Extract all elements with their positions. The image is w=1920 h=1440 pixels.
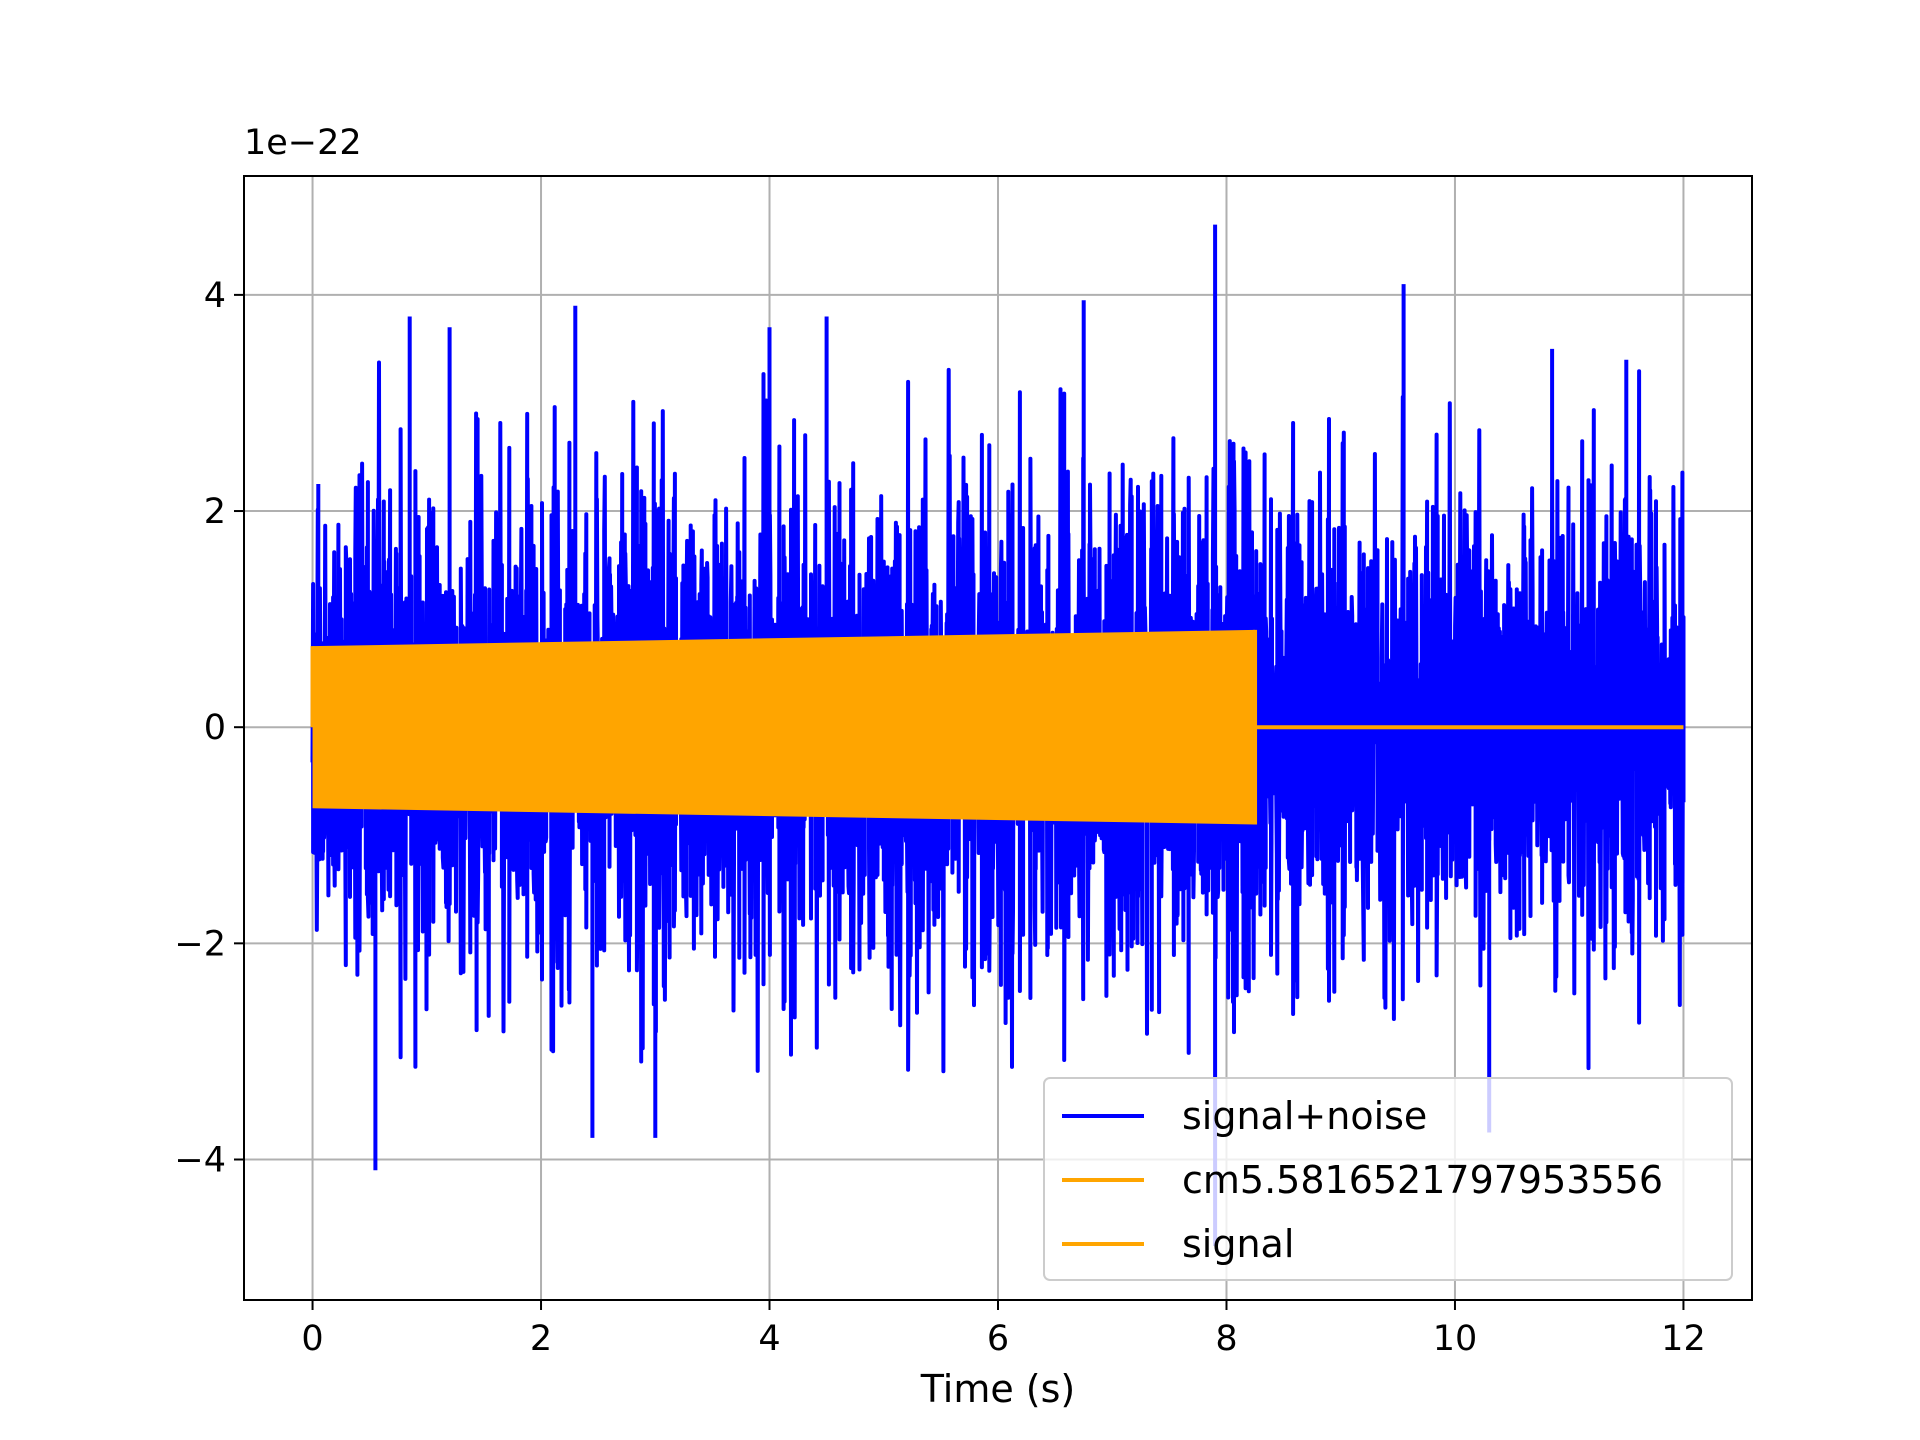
x-tick-label-2: 4 xyxy=(758,1319,780,1359)
series-signal-noise-line xyxy=(310,224,1686,1246)
x-axis-label: Time (s) xyxy=(920,1367,1076,1411)
x-tick-label-1: 2 xyxy=(530,1319,552,1359)
y-tick-label-3: 2 xyxy=(204,492,226,532)
x-tick-label-4: 8 xyxy=(1215,1319,1237,1359)
y-tick-label-0: −4 xyxy=(174,1141,226,1181)
x-tick-label-5: 10 xyxy=(1433,1319,1478,1359)
legend-label-0: signal+noise xyxy=(1182,1094,1427,1138)
legend-label-1: cm5.5816521797953556 xyxy=(1182,1158,1663,1202)
y-offset-label: 1e−22 xyxy=(244,123,362,163)
series-cm-band xyxy=(312,629,1256,825)
series-layer xyxy=(310,224,1686,1246)
x-tick-label-6: 12 xyxy=(1661,1319,1706,1359)
x-tick-label-3: 6 xyxy=(987,1319,1009,1359)
ticks: 0 2 4 6 8 10 12 −4 −2 0 2 4 xyxy=(174,276,1705,1359)
y-tick-label-1: −2 xyxy=(174,924,226,964)
x-tick-label-0: 0 xyxy=(301,1319,323,1359)
legend-label-2: signal xyxy=(1182,1222,1294,1266)
y-tick-label-2: 0 xyxy=(204,708,226,748)
y-tick-label-4: 4 xyxy=(204,276,226,316)
legend-box xyxy=(1043,1077,1733,1281)
legend: signal+noise cm5.5816521797953556 signal xyxy=(1043,1077,1733,1281)
